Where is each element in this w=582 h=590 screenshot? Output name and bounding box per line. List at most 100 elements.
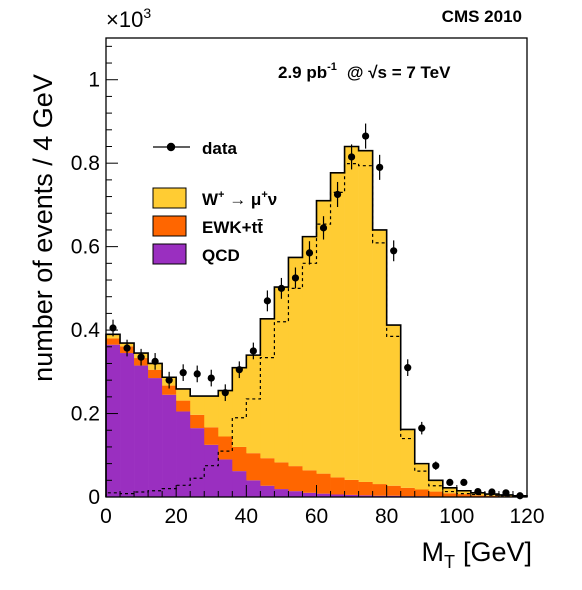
bar-w-23 [428, 480, 444, 492]
legend: data W+ → μ+ν EWK+tt̄ QCD [152, 139, 277, 265]
legend-entry-qcd: QCD [152, 243, 240, 265]
bar-ewktt-13 [288, 466, 303, 492]
bar-w-9 [232, 367, 247, 447]
bar-w-15 [316, 200, 331, 474]
bar-ewktt-4 [162, 385, 177, 395]
y-axis-multiplier: ×103 [106, 5, 151, 32]
bar-ewktt-20 [386, 485, 401, 496]
bar-w-17 [344, 146, 359, 480]
data-point-23 [432, 462, 440, 470]
data-point-25 [460, 478, 468, 486]
bar-ewktt-18 [358, 481, 373, 496]
data-point-22 [418, 424, 426, 432]
data-point-13 [291, 274, 300, 282]
data-point-14 [305, 249, 314, 257]
bar-ewktt-24 [442, 493, 458, 497]
bar-qcd-18 [358, 495, 373, 497]
bar-qcd-1 [120, 353, 135, 497]
bar-w-11 [260, 318, 275, 459]
x-tick-label-120: 120 [509, 505, 544, 528]
data-point-3 [151, 357, 159, 365]
legend-entry-ewk: EWK+tt̄ [152, 215, 263, 237]
experiment-label: CMS 2010 [442, 7, 522, 26]
bar-w-10 [246, 355, 261, 454]
bar-w-24 [442, 487, 458, 494]
bar-ewktt-14 [302, 470, 317, 493]
data-point-27 [488, 488, 496, 496]
bar-qcd-11 [260, 485, 275, 497]
data-point-28 [502, 489, 510, 497]
bar-qcd-17 [344, 494, 359, 497]
bar-qcd-16 [330, 494, 345, 497]
legend-data-marker [166, 142, 176, 152]
legend-swatch-w [152, 187, 187, 209]
bar-ewktt-22 [414, 489, 430, 497]
bar-qcd-10 [246, 480, 261, 497]
bar-qcd-2 [134, 365, 149, 497]
bar-w-19 [372, 229, 387, 485]
bar-w-21 [400, 429, 416, 488]
data-point-17 [347, 153, 356, 161]
data-point-21 [404, 364, 412, 372]
data-point-11 [263, 297, 271, 305]
bar-ewktt-8 [218, 436, 233, 460]
bar-w-18 [358, 150, 373, 482]
bar-w-20 [386, 325, 401, 486]
bar-ewktt-7 [204, 427, 219, 445]
bar-w-8 [218, 390, 233, 437]
legend-label-w: W+ → μ+ν [202, 189, 277, 209]
legend-label-qcd: QCD [202, 246, 240, 265]
data-point-9 [235, 366, 243, 374]
bar-qcd-0 [106, 344, 121, 497]
bar-qcd-13 [288, 491, 303, 497]
bar-ewktt-0 [106, 338, 121, 345]
data-point-29 [516, 492, 524, 500]
x-tick-label-0: 0 [100, 505, 112, 528]
bar-ewktt-25 [456, 494, 472, 497]
y-tick-label-5: 1 [88, 69, 100, 92]
bar-qcd-3 [148, 378, 163, 497]
y-tick-label-0: 0 [88, 486, 100, 509]
bar-ewktt-10 [246, 453, 261, 481]
legend-entry-data: data [153, 139, 238, 158]
y-tick-label-3: 0.6 [71, 236, 100, 259]
bar-ewktt-19 [372, 484, 387, 496]
bar-qcd-14 [302, 492, 317, 497]
y-tick-label-1: 0.2 [71, 403, 100, 426]
bar-w-5 [176, 388, 191, 401]
data-point-5 [179, 369, 187, 377]
bar-ewktt-15 [316, 473, 331, 494]
x-tick-label-60: 60 [305, 505, 328, 528]
bar-ewktt-6 [190, 414, 205, 429]
data-point-1 [123, 344, 131, 352]
bar-ewktt-21 [400, 487, 416, 497]
data-point-15 [319, 224, 328, 232]
data-point-12 [277, 284, 286, 292]
bar-w-12 [274, 287, 289, 463]
bar-ewktt-5 [176, 400, 191, 412]
x-tick-label-40: 40 [235, 505, 258, 528]
axis-ticks [105, 45, 528, 498]
x-tick-label-20: 20 [164, 505, 187, 528]
x-tick-label-80: 80 [375, 505, 398, 528]
y-tick-label-4: 0.8 [71, 152, 100, 175]
axis-tick-labels: 0 20 40 60 80 100 120 0 0.2 0.4 0.6 0.8 1 [71, 69, 545, 528]
legend-swatch-qcd [152, 243, 187, 265]
bar-w-13 [288, 257, 303, 467]
bar-qcd-6 [190, 428, 205, 497]
stacked-histogram [106, 146, 528, 497]
legend-label-data: data [202, 139, 238, 158]
bar-w-16 [330, 172, 345, 478]
bar-qcd-15 [316, 493, 331, 497]
y-axis-label: number of events / 4 GeV [28, 74, 58, 382]
data-point-2 [137, 353, 145, 361]
legend-entry-w: W+ → μ+ν [152, 187, 277, 209]
bar-ewktt-23 [428, 491, 444, 497]
bar-qcd-9 [232, 471, 247, 497]
bar-qcd-7 [204, 444, 219, 497]
legend-label-ewk: EWK+tt̄ [202, 218, 263, 237]
data-point-4 [165, 376, 173, 384]
bar-ewktt-11 [260, 458, 275, 486]
bar-ewktt-9 [232, 446, 247, 472]
